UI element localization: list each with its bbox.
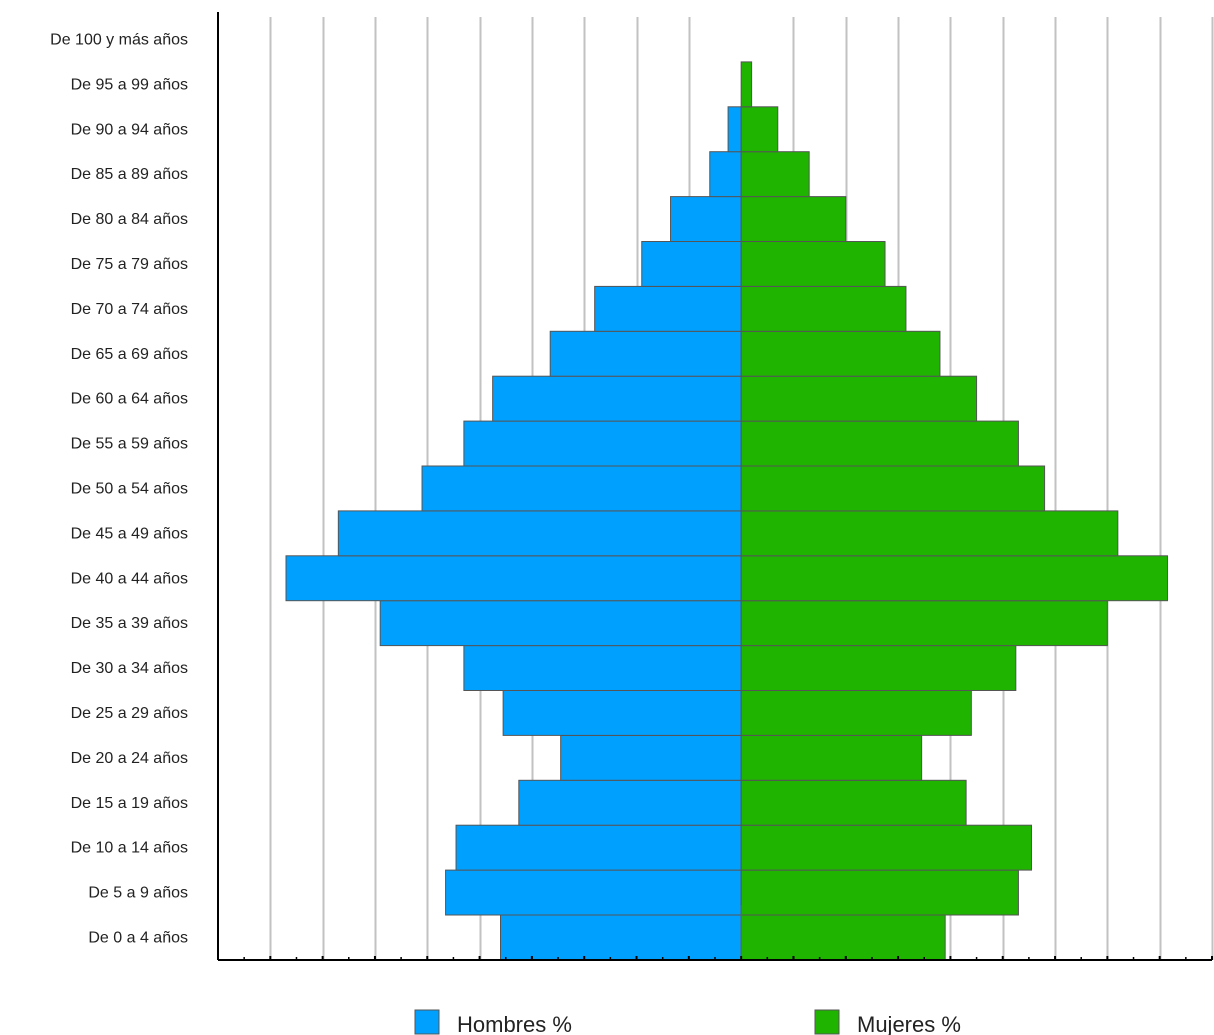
bar-hombres (560, 734, 742, 781)
bar-hombres (549, 330, 742, 377)
category-label: De 35 a 39 años (71, 615, 188, 632)
bar-mujeres (740, 375, 978, 422)
bar-mujeres (740, 734, 923, 781)
bar-mujeres (740, 510, 1119, 557)
legend-label-mujeres: Mujeres % (857, 1012, 961, 1035)
category-label: De 5 a 9 años (88, 885, 188, 902)
bar-mujeres (740, 330, 941, 377)
bar-mujeres (740, 420, 1019, 467)
legend-swatch-hombres (414, 1009, 440, 1035)
category-label: De 70 a 74 años (71, 301, 188, 318)
category-label: De 0 a 4 años (88, 929, 188, 946)
category-label: De 10 a 14 años (71, 840, 188, 857)
bar-hombres (727, 106, 742, 153)
category-label: De 55 a 59 años (71, 436, 188, 453)
bar-mujeres (740, 914, 946, 961)
category-label: De 85 a 89 años (71, 166, 188, 183)
bar-mujeres (740, 824, 1033, 871)
bar-mujeres (740, 106, 779, 153)
bar-hombres (502, 690, 742, 736)
category-label: De 45 a 49 años (71, 525, 188, 542)
bar-hombres (421, 465, 742, 512)
bar-hombres (670, 196, 742, 243)
category-label: De 80 a 84 años (71, 211, 188, 228)
bar-hombres (518, 779, 742, 826)
bar-hombres (379, 600, 742, 647)
category-label: De 100 y más años (50, 31, 188, 48)
bar-hombres (463, 420, 742, 467)
category-label: De 30 a 34 años (71, 660, 188, 677)
bar-hombres (492, 375, 742, 422)
bar-hombres (641, 241, 742, 287)
bar-hombres (463, 645, 742, 691)
category-label: De 90 a 94 años (71, 121, 188, 138)
bar-mujeres (740, 285, 907, 332)
category-label: De 65 a 69 años (71, 346, 188, 363)
category-label: De 95 a 99 años (71, 76, 188, 93)
bar-layer (285, 61, 1169, 961)
category-labels: De 0 a 4 años De 5 a 9 años De 10 a 14 año… (50, 31, 188, 946)
bar-mujeres (740, 645, 1017, 691)
bar-hombres (594, 285, 742, 332)
bar-hombres (285, 555, 742, 602)
category-label: De 20 a 24 años (71, 750, 188, 767)
bar-mujeres (740, 690, 972, 736)
bar-mujeres (740, 779, 967, 826)
bar-mujeres (740, 196, 847, 243)
bar-mujeres (740, 61, 753, 108)
bar-hombres (337, 510, 742, 557)
category-label: De 50 a 54 años (71, 480, 188, 497)
bar-mujeres (740, 555, 1169, 602)
legend: Hombres % Mujeres % (414, 1009, 961, 1035)
category-label: De 60 a 64 años (71, 391, 188, 408)
legend-label-hombres: Hombres % (457, 1012, 572, 1035)
category-label: De 40 a 44 años (71, 570, 188, 587)
category-label: De 25 a 29 años (71, 705, 188, 722)
bar-hombres (500, 914, 742, 961)
bar-hombres (709, 151, 742, 198)
category-label: De 75 a 79 años (71, 256, 188, 273)
category-label: De 15 a 19 años (71, 795, 188, 812)
bar-hombres (455, 824, 742, 871)
bar-hombres (445, 869, 742, 916)
bar-mujeres (740, 151, 810, 198)
bar-mujeres (740, 600, 1108, 647)
bar-mujeres (740, 241, 886, 287)
bar-mujeres (740, 465, 1046, 512)
legend-swatch-mujeres (814, 1009, 840, 1035)
axis-layer (217, 12, 1213, 961)
bar-mujeres (740, 869, 1019, 916)
